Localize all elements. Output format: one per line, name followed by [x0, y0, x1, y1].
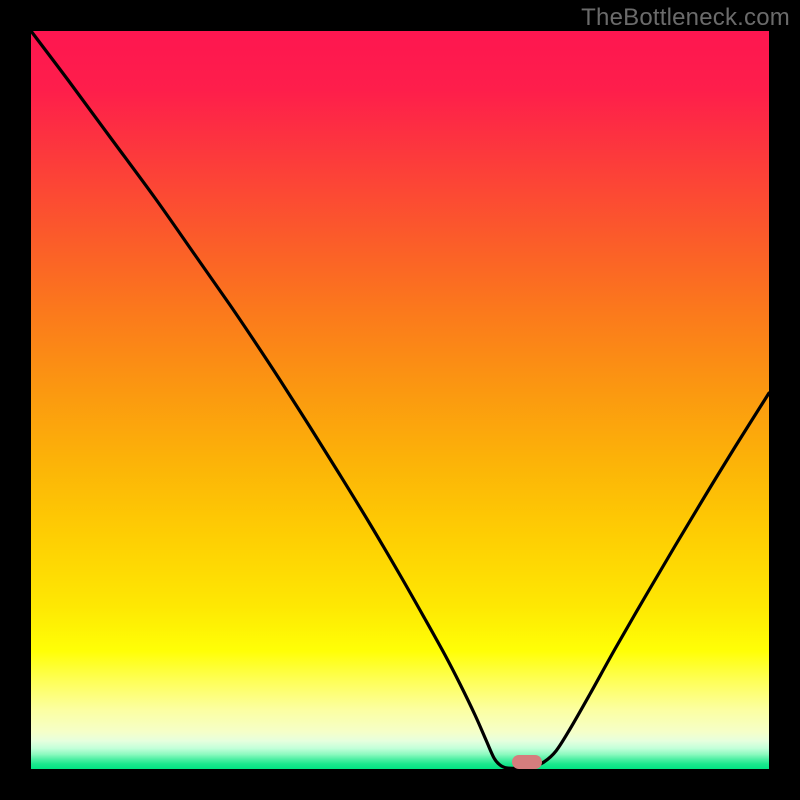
optimal-marker [512, 755, 542, 769]
watermark-text: TheBottleneck.com [581, 4, 790, 32]
chart-container: TheBottleneck.com [0, 0, 800, 800]
plot-background [31, 31, 769, 769]
bottleneck-chart [0, 0, 800, 800]
